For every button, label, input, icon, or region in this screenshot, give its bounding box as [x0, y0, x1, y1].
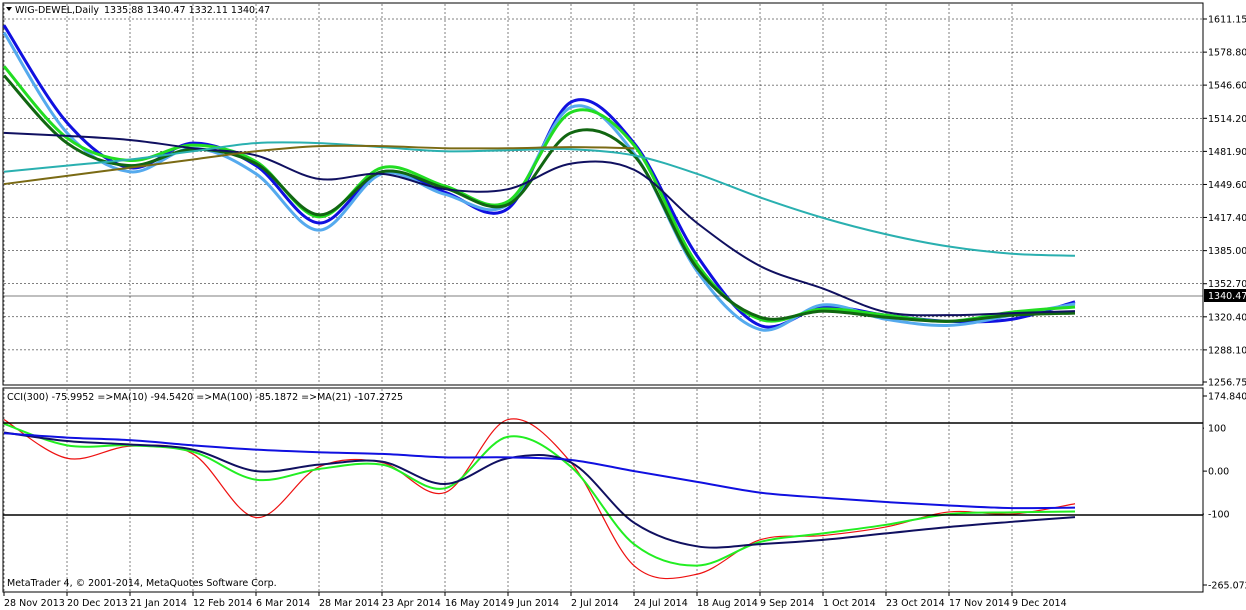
copyright-text: MetaTrader 4, © 2001-2014, MetaQuotes So…: [7, 578, 277, 589]
date-label: 16 May 2014: [445, 598, 507, 609]
indicator-title: CCI(300) -75.9952 =>MA(10) -94.5420 =>MA…: [7, 392, 403, 403]
cci-tick-label: 174.8406: [1208, 392, 1246, 403]
collapse-triangle-icon[interactable]: [6, 7, 12, 11]
cci-tick-label: -100: [1208, 510, 1230, 521]
date-label: 20 Dec 2013: [67, 598, 128, 609]
date-label: 9 Jun 2014: [508, 598, 559, 609]
price-series-line: [3, 141, 1076, 257]
indicator-panel: [2, 387, 1204, 593]
price-ohlc: 1335.88 1340.47 1332.11 1340.47: [104, 5, 270, 16]
current-price-box: [1204, 289, 1246, 302]
date-label: 28 Nov 2013: [4, 598, 65, 609]
price-tick-label: 1449.60: [1208, 180, 1246, 191]
price-series-line: [2, 65, 1076, 323]
date-label: 6 Mar 2014: [256, 598, 310, 609]
cci-tick-label: 100: [1208, 424, 1226, 435]
price-tick-label: 1514.20: [1208, 114, 1246, 125]
cci-tick-label: 0.00: [1208, 467, 1229, 478]
cci-series-line: [3, 418, 1076, 580]
date-label: 17 Nov 2014: [949, 598, 1010, 609]
cci-tick-label: -265.0721: [1208, 581, 1246, 592]
price-tick-label: 1352.70: [1208, 279, 1246, 290]
date-label: 9 Sep 2014: [760, 598, 814, 609]
price-panel-title: WIG-DEWEL,Daily: [15, 5, 99, 16]
price-tick-label: 1256.75: [1208, 378, 1246, 389]
cci-level-box: [1204, 422, 1224, 435]
date-label: 1 Oct 2014: [823, 598, 876, 609]
date-label: 9 Dec 2014: [1012, 598, 1067, 609]
price-moving-averages: [2, 24, 1076, 332]
price-tick-label: 1320.40: [1208, 312, 1246, 323]
date-label: 21 Jan 2014: [130, 598, 187, 609]
price-tick-label: 1481.90: [1208, 147, 1246, 158]
cci-lines: [3, 418, 1076, 580]
price-series-line: [3, 131, 1076, 317]
date-label: 12 Feb 2014: [193, 598, 252, 609]
price-tick-label: 1578.80: [1208, 48, 1246, 59]
date-label: 23 Apr 2014: [382, 598, 441, 609]
date-label: 23 Oct 2014: [886, 598, 945, 609]
price-panel: [2, 2, 1204, 386]
price-axis-ticks: 1611.15 1578.80 1546.60 1514.20 1481.90 1449.…: [1203, 15, 1246, 389]
price-tick-label: 1546.60: [1208, 81, 1246, 92]
price-tick-label: 1385.00: [1208, 246, 1246, 257]
price-series-line: [3, 144, 635, 186]
cci-series-line: [3, 431, 1076, 549]
cci-axis-ticks: 174.8406 100 0.00 -100 -265.0721: [1203, 392, 1246, 592]
date-axis-labels: 28 Nov 2013 20 Dec 2013 21 Jan 2014 12 Feb …: [3, 592, 1067, 609]
date-label: 2 Jul 2014: [571, 598, 619, 609]
cci-level-box: [1204, 508, 1224, 521]
price-tick-label: 1417.40: [1208, 213, 1246, 224]
date-label: 28 Mar 2014: [319, 598, 379, 609]
price-tick-label: 1288.10: [1208, 345, 1246, 356]
cci-series-line: [3, 432, 1076, 510]
date-label: 18 Aug 2014: [697, 598, 758, 609]
cci-series-line: [3, 422, 1076, 567]
current-price-label: 1340.47: [1208, 291, 1246, 302]
date-label: 24 Jul 2014: [634, 598, 688, 609]
price-tick-label: 1611.15: [1208, 15, 1246, 26]
